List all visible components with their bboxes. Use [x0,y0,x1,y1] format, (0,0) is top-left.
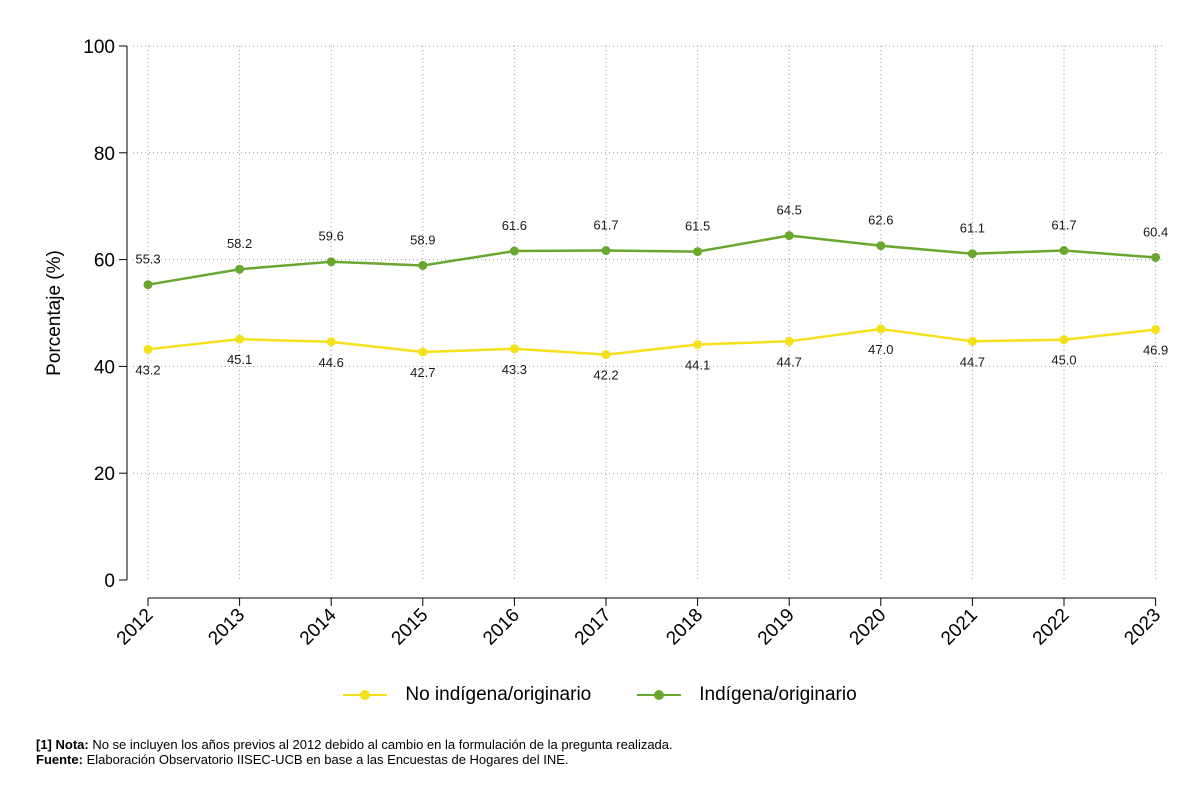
x-tick-label: 2012 [113,605,158,650]
x-tick-label: 2014 [296,604,341,649]
data-label-1: 58.9 [410,232,435,247]
nota-line: [1] Nota: No se incluyen los años previo… [36,737,673,752]
data-label-0: 43.2 [135,362,160,377]
data-label-1: 61.7 [1051,218,1076,233]
nota-text: No se incluyen los años previos al 2012 … [88,737,673,752]
data-label-1: 61.5 [685,219,710,234]
data-point-0 [143,344,153,354]
y-tick-label: 20 [94,464,115,485]
data-point-1 [1151,252,1161,262]
data-point-1 [1059,246,1069,256]
legend-item-indigena: Indígena/originario [637,684,857,706]
series-line-1 [147,234,1156,286]
data-label-1: 60.4 [1143,224,1168,239]
x-tick-label: 2015 [388,605,433,650]
footnotes: [1] Nota: No se incluyen los años previo… [36,737,673,767]
data-label-0: 42.2 [593,368,618,383]
y-tick-label: 100 [83,37,115,58]
data-label-1: 61.6 [502,218,527,233]
data-label-0: 44.7 [777,354,802,369]
data-label-0: 45.0 [1051,353,1076,368]
data-point-0 [693,340,703,350]
data-point-0 [235,334,245,344]
legend: No indígena/originario Indígena/originar… [0,684,1200,706]
nota-prefix: [1] Nota: [36,737,89,752]
data-point-1 [784,231,794,241]
y-tick-label: 60 [94,251,115,272]
line-chart: 0 20 40 60 80 100 2012 2013 2014 2015 2016 2017 2018… [44,37,1168,649]
y-tick-label: 40 [94,357,115,378]
x-tick-label: 2022 [1029,605,1074,650]
data-point-1 [326,257,336,267]
data-point-0 [967,336,977,346]
data-point-0 [1151,325,1161,335]
x-tick-label: 2023 [1120,605,1165,650]
x-tick-label: 2021 [937,605,982,650]
data-label-0: 44.6 [319,355,344,370]
data-point-1 [143,280,153,290]
x-tick-label: 2019 [754,605,799,650]
data-label-1: 58.2 [227,236,252,251]
data-label-0: 46.9 [1143,343,1168,358]
data-label-0: 43.3 [502,362,527,377]
x-tick-label: 2016 [479,605,524,650]
data-point-1 [509,246,519,256]
data-point-1 [418,260,428,270]
legend-label-indigena: Indígena/originario [699,684,857,705]
data-point-1 [693,247,703,257]
x-tick-label: 2018 [662,605,707,650]
data-point-0 [876,324,886,334]
data-label-1: 55.3 [135,252,160,267]
data-point-1 [876,241,886,251]
y-axis-title: Porcentaje (%) [44,250,65,376]
data-label-0: 47.0 [868,342,893,357]
legend-swatch-no-indigena [343,684,388,706]
data-point-0 [1059,335,1069,345]
grid-lines [133,45,1164,580]
data-point-0 [509,344,519,354]
x-tick-label: 2017 [571,605,616,650]
data-label-0: 42.7 [410,365,435,380]
legend-label-no-indigena: No indígena/originario [405,684,592,705]
data-point-1 [967,249,977,259]
axes: 0 20 40 60 80 100 2012 2013 2014 2015 2016 2017 2018… [83,37,1165,649]
data-label-1: 64.5 [777,203,802,218]
x-tick-label: 2013 [204,605,249,650]
data-label-1: 62.6 [868,213,893,228]
data-label-1: 61.1 [960,221,985,236]
data-label-0: 44.1 [685,358,710,373]
data-label-0: 44.7 [960,354,985,369]
data-point-0 [326,337,336,347]
y-tick-label: 0 [104,571,115,592]
fuente-prefix: Fuente: [36,752,83,767]
data-label-0: 45.1 [227,352,252,367]
x-tick-label: 2020 [846,605,891,650]
data-point-1 [235,264,245,274]
data-label-1: 59.6 [319,229,344,244]
fuente-text: Elaboración Observatorio IISEC-UCB en ba… [82,752,569,767]
legend-swatch-indigena [637,684,682,706]
y-tick-label: 80 [94,144,115,165]
data-point-0 [784,336,794,346]
data-label-1: 61.7 [593,218,618,233]
legend-item-no-indigena: No indígena/originario [343,684,591,706]
data-point-0 [601,350,611,360]
data-point-0 [418,347,428,357]
series-line-0 [147,327,1156,356]
fuente-line: Fuente: Elaboración Observatorio IISEC-U… [36,752,673,767]
series-layer: 43.2 45.1 44.6 42.7 43.3 42.2 44.1 44.7 47.0 44.7… [135,203,1168,383]
data-point-1 [601,246,611,256]
